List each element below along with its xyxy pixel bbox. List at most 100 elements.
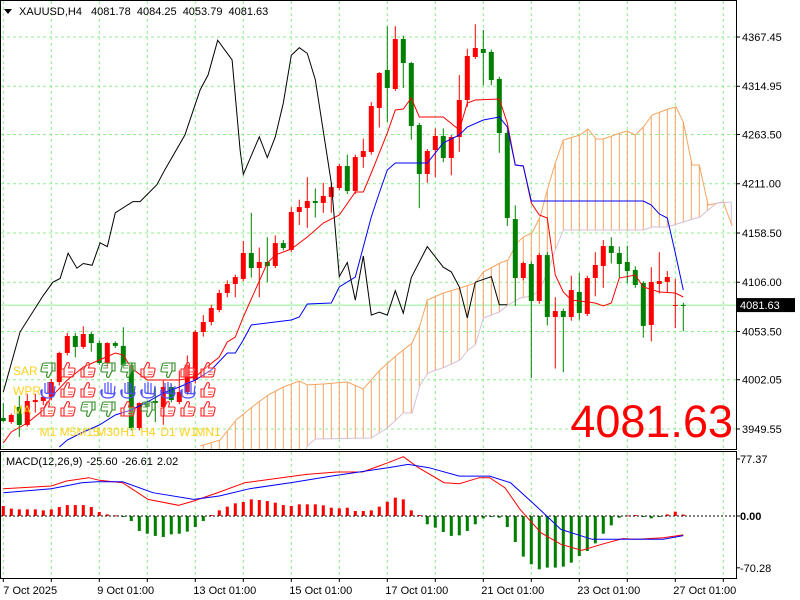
macd-histogram-bar — [385, 501, 389, 517]
timeframe-label: M15 — [76, 425, 100, 439]
candle-body — [376, 72, 382, 108]
candle-body — [16, 406, 22, 425]
candle — [440, 128, 446, 163]
macd-histogram-bar — [201, 516, 205, 522]
signal-row-label: MA — [13, 403, 31, 417]
macd-histogram-bar — [441, 516, 445, 533]
candle — [664, 270, 670, 293]
candle — [200, 315, 206, 337]
timeframe-label: H4 — [140, 425, 156, 439]
bid-price-label: 4081.63 — [740, 300, 780, 312]
candle-body — [576, 291, 582, 313]
candle — [408, 61, 414, 140]
candle-body — [136, 403, 142, 428]
candle — [576, 272, 582, 320]
macd-histogram-bar — [313, 504, 317, 517]
macd-histogram-bar — [41, 510, 45, 517]
macd-histogram-bar — [665, 514, 669, 517]
time-axis-label: 15 Oct 01:00 — [289, 585, 352, 597]
candle-body — [24, 400, 30, 425]
candle-body — [408, 63, 414, 126]
macd-histogram-bar — [121, 516, 125, 518]
candle-body — [344, 166, 350, 191]
thumbs-down-icon — [120, 362, 136, 379]
candle-body — [104, 343, 110, 363]
candle — [96, 340, 102, 365]
candle-body — [544, 255, 550, 318]
candle-body — [128, 364, 134, 428]
candle — [632, 266, 638, 288]
candle — [24, 393, 30, 427]
macd-histogram-bar — [345, 507, 349, 517]
candle-body — [368, 105, 374, 152]
candle-body — [392, 39, 398, 90]
candle — [648, 267, 654, 342]
candle-body — [640, 282, 646, 326]
macd-histogram-bar — [105, 514, 109, 517]
candle-body — [456, 99, 462, 138]
candle-body — [568, 290, 574, 318]
candle — [304, 177, 310, 228]
candle-body — [488, 51, 494, 81]
macd-histogram-bar — [433, 516, 437, 528]
candle-body — [304, 201, 310, 208]
timeframe-label: W1 — [179, 425, 197, 439]
macd-title: MACD(12,26,9) — [6, 456, 82, 468]
macd-histogram-bar — [641, 516, 645, 518]
macd-histogram-bar — [249, 499, 253, 517]
macd-histogram-bar — [649, 516, 653, 519]
candle-body — [232, 276, 238, 285]
triangle-down-icon[interactable] — [4, 9, 12, 14]
macd-histogram-bar — [417, 514, 421, 517]
candle — [352, 154, 358, 195]
macd-histogram-bar — [25, 509, 29, 517]
candle — [376, 72, 382, 128]
macd-histogram-bar — [481, 516, 485, 519]
candle — [552, 297, 558, 369]
candle-body — [400, 39, 406, 64]
symbol-label: XAUUSD,H4 — [19, 6, 82, 18]
macd-histogram-bar — [657, 516, 661, 518]
macd-histogram-bar — [145, 516, 149, 534]
macd-window: MACD(12,26,9) -25.60 -26.61 2.02 — [1, 456, 736, 570]
candle — [296, 199, 302, 226]
macd-histogram-bar — [137, 516, 141, 531]
price-axis-label: 3949.55 — [742, 424, 782, 436]
macd-histogram-bar — [73, 505, 77, 517]
macd-signal-line — [3, 463, 684, 540]
timeframe-label: MN1 — [195, 425, 221, 439]
macd-histogram-bar — [409, 510, 413, 517]
macd-histogram-bar — [297, 504, 301, 517]
macd-histogram-bar — [17, 509, 21, 517]
price-axis-label: 4158.50 — [742, 228, 782, 240]
macd-histogram-bar — [497, 516, 501, 518]
macd-histogram-bar — [609, 516, 613, 526]
candle-body — [112, 343, 118, 346]
macd-value: -26.61 — [122, 456, 153, 468]
thumbs-up-icon — [200, 381, 216, 398]
macd-histogram-bar — [489, 516, 493, 518]
thumbs-up-icon — [140, 361, 156, 378]
candle-body — [360, 151, 366, 158]
candle — [88, 331, 94, 352]
candle — [216, 289, 222, 313]
candle — [392, 26, 398, 91]
tenkan-line — [2, 96, 684, 444]
candle-body — [224, 284, 230, 294]
candle-body — [248, 252, 254, 268]
macd-histogram-bar — [361, 510, 365, 517]
macd-histogram-bar — [513, 516, 517, 543]
candle-body — [320, 195, 326, 203]
time-axis-label: 9 Oct 01:00 — [97, 585, 154, 597]
candle-body — [296, 207, 302, 212]
macd-histogram-bar — [401, 499, 405, 517]
candle-body — [216, 293, 222, 310]
candle — [136, 402, 142, 431]
candle-body — [32, 400, 38, 403]
thumbs-up-icon — [40, 400, 56, 417]
thumbs-up-icon — [60, 361, 76, 378]
senkou-span-a-line — [199, 106, 733, 447]
candle — [480, 29, 486, 86]
thumbs-down-icon — [100, 362, 116, 379]
